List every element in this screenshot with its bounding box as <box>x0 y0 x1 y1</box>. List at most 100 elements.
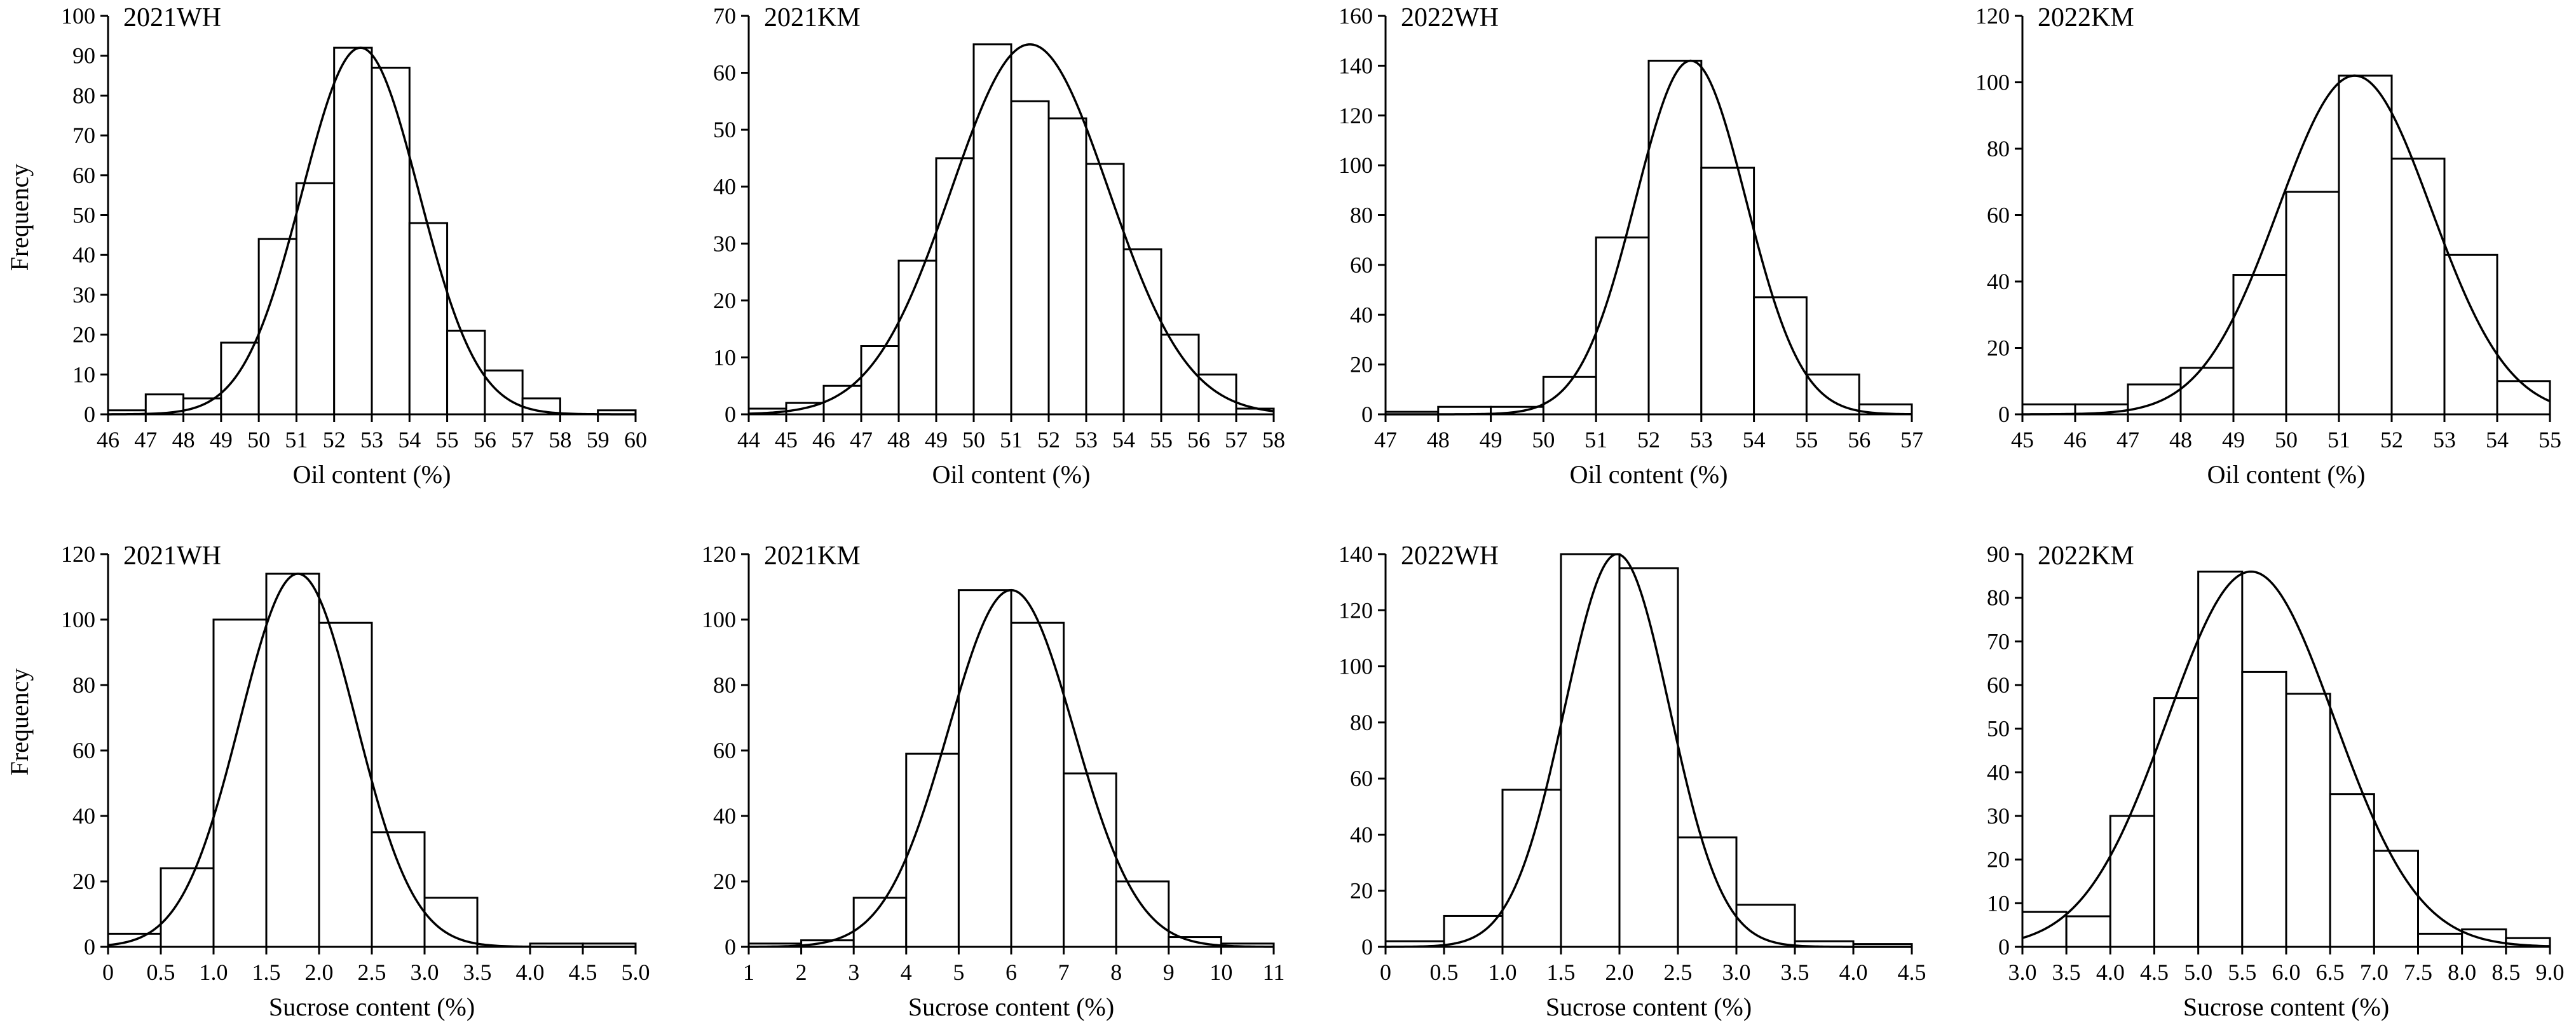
x-axis-label: Sucrose content (%) <box>269 993 475 1021</box>
y-tick-label: 40 <box>713 174 736 200</box>
panel-6: 1 2 3 4 5 6 7 8 9 10 11 0 20 40 60 80 100 120 2021KM Sucros… <box>702 541 1285 1021</box>
y-tick-label: 60 <box>1987 203 2010 228</box>
x-tick-label: 54 <box>2486 427 2509 452</box>
x-tick-label: 3.5 <box>1781 960 1809 985</box>
panel-title: 2022WH <box>1401 541 1499 571</box>
x-tick-label: 1 <box>743 960 754 985</box>
x-tick-label: 4.0 <box>1839 960 1868 985</box>
x-tick-label: 2.0 <box>1605 960 1634 985</box>
histogram-bar <box>2417 932 2464 948</box>
x-tick-label: 59 <box>587 427 610 452</box>
panel-4: 45 46 47 48 49 50 51 52 53 54 55 0 20 40 60 80 100 120 202… <box>1975 3 2561 489</box>
x-tick-label: 58 <box>1262 427 1285 452</box>
panel-title: 2021KM <box>764 3 861 32</box>
histogram-bar <box>1618 567 1679 948</box>
histogram-bar <box>1700 166 1755 416</box>
y-tick-label: 0 <box>1361 934 1373 960</box>
x-tick-label: 7 <box>1058 960 1070 985</box>
x-tick-label: 3.5 <box>2052 960 2081 985</box>
y-tick-label: 100 <box>1975 70 2010 95</box>
y-tick-label: 10 <box>1987 890 2010 916</box>
x-tick-label: 56 <box>1848 427 1871 452</box>
x-tick-label: 60 <box>624 427 647 452</box>
x-tick-label: 52 <box>2380 427 2403 452</box>
y-tick-label: 60 <box>1350 766 1373 791</box>
panel-1: 46 47 48 49 50 51 52 53 54 55 56 57 58 59 60 0 10 20 30 40 5… <box>61 3 647 489</box>
y-tick-label: 40 <box>72 242 95 268</box>
x-tick-label: 50 <box>962 427 985 452</box>
y-tick-label: 80 <box>72 672 95 698</box>
x-axis-label: Sucrose content (%) <box>908 993 1114 1021</box>
histogram-bar <box>2179 367 2235 416</box>
x-tick-label: 53 <box>1690 427 1713 452</box>
x-tick-label: 0.5 <box>147 960 175 985</box>
x-tick-label: 11 <box>1263 960 1285 985</box>
x-tick-label: 48 <box>2169 427 2192 452</box>
y-tick-label: 30 <box>713 231 736 256</box>
y-tick-label: 80 <box>72 83 95 108</box>
histogram-bar <box>2065 915 2111 948</box>
histogram-bar <box>2153 697 2200 948</box>
histogram-bar <box>1115 880 1170 948</box>
y-tick-label: 140 <box>1339 541 1373 567</box>
x-tick-label: 57 <box>1900 427 1923 452</box>
x-tick-label: 49 <box>210 427 233 452</box>
histogram-bar <box>1647 60 1703 416</box>
histogram-bar <box>972 43 1012 416</box>
x-tick-label: 51 <box>1000 427 1023 452</box>
x-tick-label: 2.5 <box>1664 960 1693 985</box>
x-tick-label: 5.5 <box>2228 960 2256 985</box>
histogram-bar <box>1010 100 1050 416</box>
y-tick-label: 50 <box>1987 716 2010 742</box>
x-tick-label: 3 <box>848 960 859 985</box>
histogram-bar <box>2241 670 2287 948</box>
histogram-bar <box>897 259 937 416</box>
x-tick-label: 0.5 <box>1430 960 1459 985</box>
x-tick-label: 45 <box>2011 427 2034 452</box>
histogram-bar <box>484 369 524 416</box>
histogram-bar <box>1197 373 1237 416</box>
histogram-bar <box>2443 254 2498 416</box>
x-tick-label: 0 <box>1380 960 1391 985</box>
y-tick-label: 120 <box>1339 597 1373 623</box>
x-tick-label: 9.0 <box>2536 960 2565 985</box>
y-tick-label: 0 <box>725 402 736 427</box>
x-tick-label: 7.5 <box>2404 960 2432 985</box>
x-tick-label: 5 <box>953 960 964 985</box>
y-tick-label: 100 <box>1339 153 1373 178</box>
y-tick-label: 120 <box>702 541 736 567</box>
y-tick-label: 100 <box>61 607 95 632</box>
histogram-bar <box>1805 373 1860 416</box>
x-tick-label: 55 <box>1150 427 1173 452</box>
y-tick-label: 20 <box>713 288 736 313</box>
x-tick-label: 54 <box>398 427 421 452</box>
panel-7: 0 0.5 1.0 1.5 2.0 2.5 3.0 3.5 4.0 4.5 0 20 40 60 80 100… <box>1339 541 1926 1021</box>
x-tick-label: 8 <box>1110 960 1122 985</box>
row2-y-axis-label: Frequency <box>5 669 34 776</box>
y-tick-label: 80 <box>1987 585 2010 611</box>
histogram-bar <box>408 222 449 416</box>
y-tick-label: 20 <box>713 869 736 894</box>
x-tick-label: 0 <box>102 960 114 985</box>
y-tick-label: 20 <box>1987 336 2010 361</box>
panel-title: 2022WH <box>1401 3 1499 32</box>
histogram-bar <box>1122 248 1162 416</box>
x-tick-label: 7.0 <box>2360 960 2389 985</box>
y-tick-label: 90 <box>1987 541 2010 567</box>
x-tick-label: 3.5 <box>463 960 492 985</box>
normal-fit-curve <box>748 588 1274 948</box>
histogram-bar <box>1085 163 1125 416</box>
x-tick-label: 55 <box>436 427 459 452</box>
x-tick-label: 8.0 <box>2448 960 2476 985</box>
panel-2: 44 45 46 47 48 49 50 51 52 53 54 55 56 57 58 0 10 20 30 40 5… <box>713 3 1285 489</box>
y-tick-label: 10 <box>72 362 95 387</box>
panel-8: 3.0 3.5 4.0 4.5 5.0 5.5 6.0 6.5 7.0 7.5 8.0 8.5 9.0 0… <box>1987 541 2565 1021</box>
y-tick-label: 0 <box>1998 934 2010 960</box>
y-tick-label: 70 <box>72 123 95 148</box>
x-tick-label: 46 <box>812 427 835 452</box>
y-tick-label: 20 <box>1987 847 2010 872</box>
histogram-bar <box>2109 815 2155 948</box>
panel-5: 0 0.5 1.0 1.5 2.0 2.5 3.0 3.5 4.0 4.5 5.0 0 20 40 60 80… <box>61 541 650 1021</box>
x-tick-label: 47 <box>850 427 873 452</box>
x-tick-label: 4.5 <box>1898 960 1926 985</box>
